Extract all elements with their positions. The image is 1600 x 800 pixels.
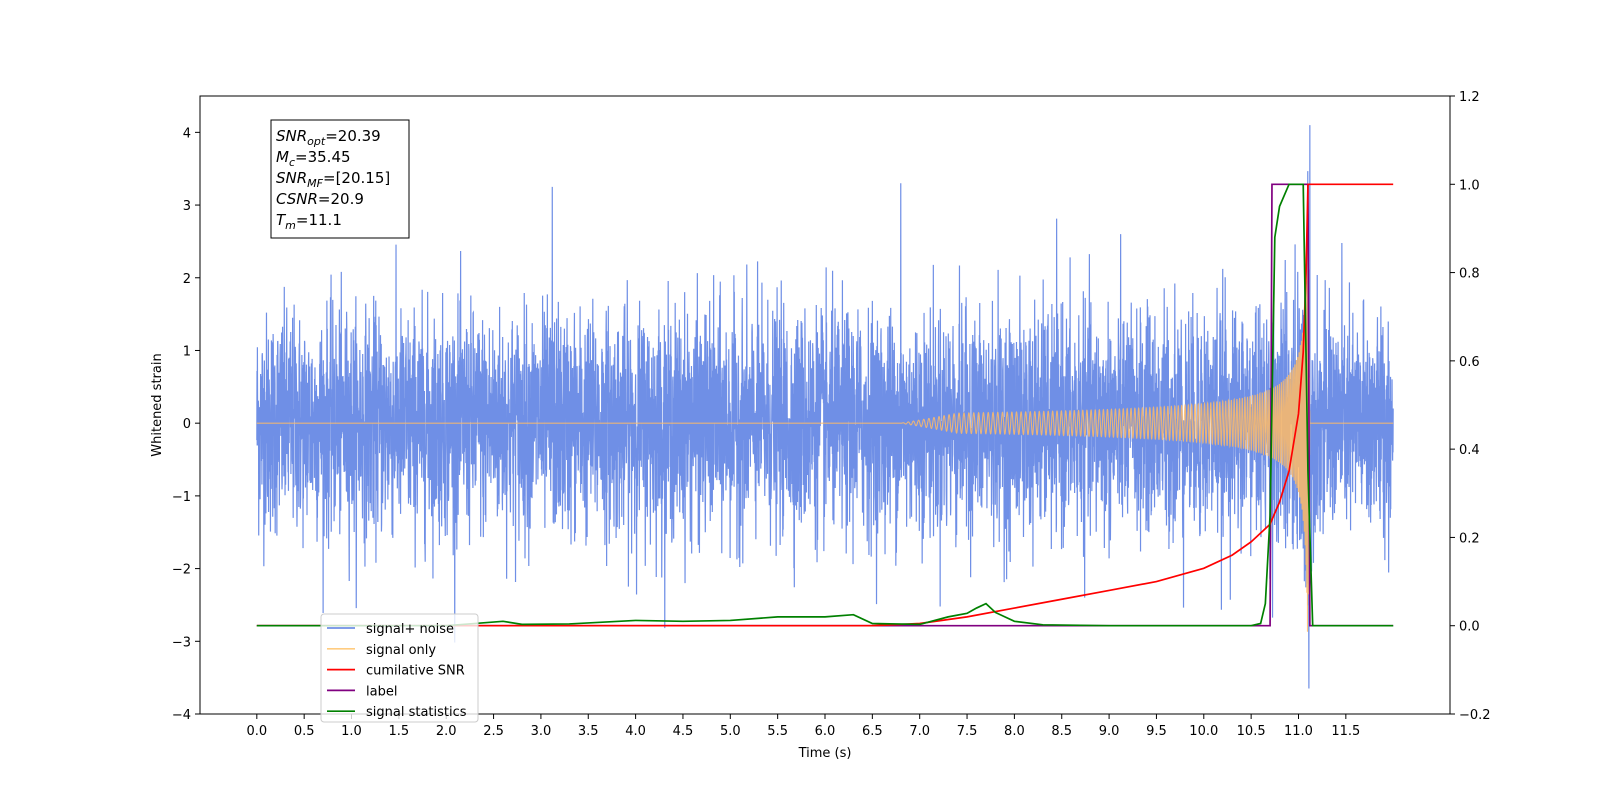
annotation-box: SNRopt=20.39Mc=35.45SNRMF=[20.15]CSNR=20… [270, 119, 410, 239]
x-tick-label: 1.5 [389, 724, 410, 739]
annotation-line: CSNR=20.9 [276, 190, 364, 208]
x-tick-label: 11.0 [1284, 724, 1313, 739]
x-tick-label: 9.5 [1146, 724, 1167, 739]
annotation-frame [270, 119, 410, 239]
legend-label: signal statistics [366, 705, 467, 720]
x-tick-label: 5.0 [720, 724, 741, 739]
legend: signal+ noise signal only cumilative SNR la… [320, 613, 479, 723]
annotation-line: Mc=35.45 [276, 148, 351, 169]
x-tick-label: 8.0 [1004, 724, 1025, 739]
y2-tick-label: 0.6 [1459, 355, 1480, 370]
x-tick-label: 3.5 [578, 724, 599, 739]
y2-tick-label: 0.0 [1459, 620, 1480, 635]
y-axis-left: −4 −3 −2 −1 0 1 2 3 4 [172, 126, 200, 723]
y-tick-label: 3 [183, 199, 191, 214]
x-tick-label: 9.0 [1099, 724, 1120, 739]
legend-frame [320, 613, 479, 723]
x-tick-label: 4.5 [673, 724, 694, 739]
annotation-line: SNRopt=20.39 [276, 127, 381, 148]
x-axis-label: Time (s) [798, 746, 852, 761]
x-axis: 0.0 0.5 1.0 1.5 2.0 2.5 3.0 3.5 4.0 4.5 5.0 5.5 6.0 6… [246, 714, 1360, 739]
x-tick-label: 4.0 [625, 724, 646, 739]
annotation-line: Tm=11.1 [276, 211, 342, 232]
y-tick-label: −2 [172, 563, 191, 578]
y2-tick-label: 0.2 [1459, 531, 1480, 546]
x-tick-label: 7.0 [909, 724, 930, 739]
y2-tick-label: 0.8 [1459, 267, 1480, 282]
legend-label: signal+ noise [366, 622, 454, 637]
x-tick-label: 0.5 [294, 724, 315, 739]
x-tick-label: 11.5 [1331, 724, 1360, 739]
x-tick-label: 10.0 [1189, 724, 1218, 739]
legend-label: cumilative SNR [366, 664, 465, 679]
series-group [256, 125, 1394, 689]
x-tick-label: 6.0 [815, 724, 836, 739]
y2-tick-label: 1.2 [1459, 90, 1480, 105]
y-tick-label: 2 [183, 272, 191, 287]
annotation-line: SNRMF=[20.15] [276, 169, 390, 190]
y2-tick-label: 1.0 [1459, 178, 1480, 193]
y-tick-label: 4 [183, 126, 191, 141]
series-signal-statistics [256, 183, 1394, 627]
legend-label: signal only [366, 643, 436, 658]
plot-area [256, 125, 1394, 689]
x-tick-label: 8.5 [1051, 724, 1072, 739]
x-tick-label: 5.5 [767, 724, 788, 739]
y-axis-label: Whitened strain [150, 353, 165, 456]
x-tick-label: 10.5 [1237, 724, 1266, 739]
y-tick-label: −4 [172, 708, 191, 723]
series-signal-only [256, 195, 1394, 632]
x-tick-label: 3.0 [531, 724, 552, 739]
y-tick-label: 0 [183, 417, 191, 432]
x-tick-label: 7.5 [957, 724, 978, 739]
x-tick-label: 2.5 [483, 724, 504, 739]
y-tick-label: −1 [172, 490, 191, 505]
y-tick-label: −3 [172, 635, 191, 650]
y-axis-right: −0.2 0.0 0.2 0.4 0.6 0.8 1.0 1.2 [1450, 90, 1491, 723]
x-tick-label: 0.0 [246, 724, 267, 739]
x-tick-label: 1.0 [341, 724, 362, 739]
x-tick-label: 6.5 [862, 724, 883, 739]
legend-label: label [366, 684, 397, 699]
y-tick-label: 1 [183, 344, 191, 359]
x-tick-label: 2.0 [436, 724, 457, 739]
y2-tick-label: −0.2 [1459, 708, 1491, 723]
y2-tick-label: 0.4 [1459, 443, 1480, 458]
series-signal-noise [256, 125, 1394, 689]
